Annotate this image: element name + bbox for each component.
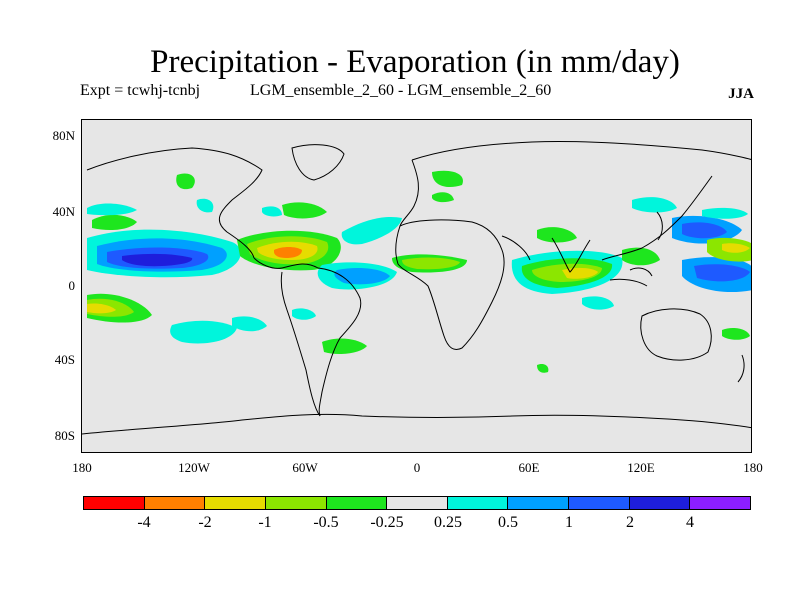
colorbar-label: -2 [198, 514, 212, 531]
colorbar [83, 496, 751, 510]
map-title: Precipitation - Evaporation (in mm/day) [150, 44, 680, 80]
experiment-label: Expt = tcwhj-tcnbj [80, 82, 201, 99]
pe-contours [87, 170, 751, 373]
lat-label-80s: 80S [54, 428, 75, 443]
colorbar-swatch [569, 497, 630, 509]
colorbar-swatch [144, 497, 206, 509]
colorbar-label: -4 [137, 514, 151, 531]
colorbar-label: -0.5 [313, 514, 339, 531]
lon-label-60w: 60W [292, 460, 318, 475]
colorbar-swatch [690, 497, 751, 509]
colorbar-label: 1 [565, 514, 573, 531]
colorbar-label: 0.5 [498, 514, 518, 531]
pe-map [82, 140, 751, 435]
colorbar-label: 2 [626, 514, 634, 531]
colorbar-swatch [205, 497, 266, 509]
lon-label-180w: 180 [72, 460, 92, 475]
lat-label-40n: 40N [52, 204, 75, 219]
lat-label-80n: 80N [52, 128, 75, 143]
lon-label-120w: 120W [178, 460, 210, 475]
lon-label-60e: 60E [518, 460, 540, 475]
season-label: JJA [728, 86, 754, 102]
lat-label-0: 0 [68, 278, 76, 293]
colorbar-swatch [387, 497, 448, 509]
colorbar-label: 4 [686, 514, 694, 531]
colorbar-swatch [84, 497, 145, 509]
colorbar-swatch [629, 497, 691, 509]
lon-label-180e: 180 [743, 460, 763, 475]
map-panel [81, 119, 752, 453]
colorbar-label: -0.25 [370, 514, 404, 531]
lat-label-40s: 40S [54, 352, 75, 367]
ensemble-label: LGM_ensemble_2_60 - LGM_ensemble_2_60 [250, 82, 552, 99]
colorbar-swatch [326, 497, 388, 509]
colorbar-swatch [447, 497, 509, 509]
lon-label-120e: 120E [627, 460, 655, 475]
colorbar-swatch [265, 497, 327, 509]
coastlines [82, 140, 751, 435]
colorbar-label: 0.25 [434, 514, 462, 531]
colorbar-label: -1 [258, 514, 272, 531]
colorbar-swatch [508, 497, 570, 509]
lon-label-0: 0 [413, 460, 421, 475]
